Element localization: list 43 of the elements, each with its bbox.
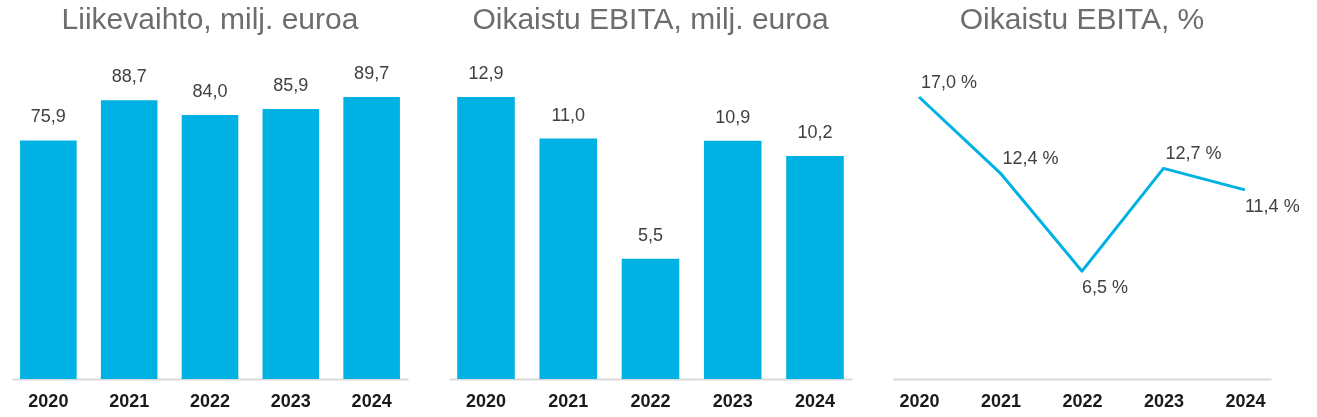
bar (621, 258, 680, 379)
x-tick-label: 2020 (28, 390, 69, 411)
bar (262, 108, 320, 379)
x-tick-label: 2021 (109, 390, 150, 411)
x-tick-label: 2024 (351, 390, 392, 411)
data-label: 75,9 (30, 106, 66, 127)
x-tick-label: 2024 (1225, 390, 1266, 411)
bar (20, 140, 77, 379)
data-label: 89,7 (354, 63, 390, 83)
chart-title: Liikevaihto, milj. euroa (61, 2, 359, 35)
bar (181, 114, 239, 379)
x-tick-label: 2024 (794, 390, 836, 411)
bar (703, 140, 762, 379)
bar (786, 156, 844, 379)
chart-title: Oikaistu EBITA, % (959, 2, 1205, 35)
x-tick-label: 2021 (981, 390, 1022, 411)
bar (457, 97, 515, 379)
data-label: 17,0 % (921, 72, 978, 92)
x-tick-label: 2023 (270, 390, 311, 411)
data-label: 12,4 % (1002, 148, 1059, 169)
x-tick-label: 2023 (1143, 390, 1184, 411)
x-tick-label: 2022 (189, 390, 231, 411)
x-tick-label: 2023 (712, 390, 753, 411)
data-label: 84,0 (192, 80, 228, 101)
data-label: 6,5 % (1082, 277, 1129, 298)
x-tick-label: 2022 (1062, 390, 1103, 411)
data-label: 5,5 (637, 224, 664, 245)
x-tick-label: 2020 (465, 390, 507, 411)
chart-title: Oikaistu EBITA, milj. euroa (472, 2, 829, 35)
data-label: 11,4 % (1244, 195, 1300, 216)
x-tick-label: 2022 (630, 390, 671, 411)
x-tick-label: 2020 (899, 390, 940, 411)
data-label: 12,7 % (1165, 143, 1222, 164)
bar (539, 138, 598, 379)
data-label: 12,9 (468, 63, 504, 83)
data-label: 10,2 (797, 122, 833, 143)
data-label: 10,9 (715, 106, 751, 127)
data-label: 88,7 (111, 66, 147, 87)
bar (343, 97, 400, 379)
data-label: 11,0 (551, 104, 586, 125)
x-tick-label: 2021 (548, 390, 589, 411)
data-label: 85,9 (273, 74, 309, 95)
bar (100, 100, 158, 379)
